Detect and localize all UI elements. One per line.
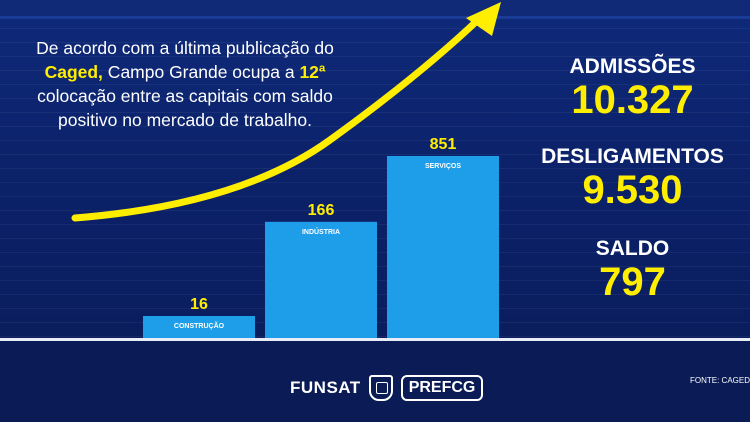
bars-layer: 16 CONSTRUÇÃO 166 INDÚSTRIA 851 SERVIÇOS (143, 136, 499, 338)
bar-value-label-2: 851 (430, 136, 457, 153)
bar-category-label-1: INDÚSTRIA (302, 227, 340, 236)
funsat-logo: FUNSAT (290, 378, 361, 397)
headline: De acordo com a última publicação do Cag… (10, 36, 360, 132)
source-note: FONTE: CAGED (690, 376, 750, 385)
bar-2 (387, 156, 499, 338)
bar-category-label-2: SERVIÇOS (425, 163, 461, 170)
headline-text-2: Campo Grande ocupa a (102, 62, 300, 82)
growth-arrow-icon (71, 2, 501, 222)
saldo-label: SALDO (595, 237, 670, 260)
bar-value-label-1: 166 (308, 202, 335, 219)
bar-category-label-0: CONSTRUÇÃO (174, 321, 225, 330)
growth-arrow-shaft (71, 14, 484, 222)
bar-1 (265, 221, 377, 338)
desligamentos-value: 9.530 (582, 168, 683, 212)
admissoes-label: ADMISSÕES (569, 55, 696, 78)
headline-text-1: De acordo com a última publicação do (36, 38, 334, 58)
stats-panel: ADMISSÕES 10.327 DESLIGAMENTOS 9.530 SAL… (520, 55, 745, 303)
growth-arrow-head (466, 2, 501, 36)
admissoes-value: 10.327 (571, 78, 694, 122)
top-bar (0, 0, 750, 18)
headline-highlight-caged: Caged, (44, 62, 103, 82)
prefcg-logo: PREF CG (400, 375, 484, 401)
baseline-divider (0, 338, 750, 341)
bar-0 (143, 316, 255, 338)
headline-highlight-rank: 12ª (299, 62, 326, 82)
saldo-value: 797 (599, 260, 666, 304)
brand-logos: FUNSAT PREF CG (290, 375, 484, 401)
bar-value-label-0: 16 (190, 296, 208, 313)
desligamentos-label: DESLIGAMENTOS (541, 145, 724, 168)
top-accent-line (0, 16, 750, 19)
city-crest-icon (368, 375, 393, 401)
prefcg-cg-text: CG (451, 379, 476, 396)
prefcg-pref-text: PREF (408, 379, 452, 396)
headline-text-3: colocação entre as capitais com saldo po… (37, 86, 333, 130)
